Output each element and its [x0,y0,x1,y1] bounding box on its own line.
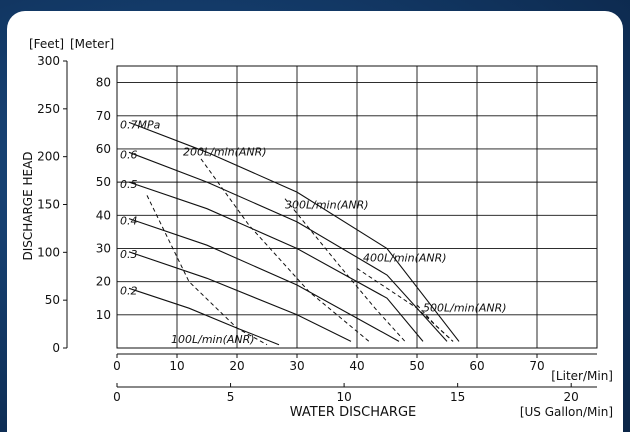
y-unit-feet: [Feet] [29,37,64,51]
air-consumption-label: 200L/min(ANR) [183,146,267,159]
y-tick-meter: 80 [96,76,111,90]
x-tick-gallon: 20 [564,390,579,404]
air-consumption-label: 100L/min(ANR) [171,333,255,346]
x-unit-gallon: [US Gallon/Min] [520,405,613,419]
y-unit-meter: [Meter] [70,37,114,51]
x-tick-gallon: 10 [336,390,351,404]
x-tick-liter: 30 [289,359,304,373]
y-tick-meter: 30 [96,241,111,255]
y-tick-feet: 200 [37,150,60,164]
pressure-curve-label: 0.5 [120,178,138,191]
chart-panel: 0.7MPa 0.6 0.5 0.4 0.3 0.2 100L/min(ANR) 200L/m… [7,11,623,432]
air-consumption-label: 300L/min(ANR) [285,199,369,212]
y-tick-meter: 10 [96,308,111,322]
air-consumption-label: 500L/min(ANR) [423,302,507,315]
x-tick-liter: 20 [229,359,244,373]
y-tick-feet: 0 [52,341,60,355]
air-consumption-label: 400L/min(ANR) [363,252,447,265]
y-tick-meter: 20 [96,275,111,289]
air-consumption-curve [356,267,454,342]
pressure-curve [128,121,460,342]
pressure-curve-label: 0.6 [120,148,138,161]
air-consumption-curve [200,158,370,342]
pressure-curve-label: 0.4 [120,215,138,228]
y-axis-title: DISCHARGE HEAD [21,151,35,260]
pressure-curve [128,251,352,342]
y-tick-meter: 50 [96,175,111,189]
x-axis-title: WATER DISCHARGE [290,405,417,420]
x-tick-gallon: 5 [227,390,235,404]
air-consumption-curve [284,198,406,342]
pressure-curve [128,287,280,346]
x-tick-liter: 0 [113,359,121,373]
x-unit-liter: [Liter/Min] [551,369,613,383]
pressure-curve-label: 0.7MPa [120,118,161,131]
y-tick-meter: 70 [96,109,111,123]
pressure-curve [128,218,400,342]
y-tick-feet: 50 [45,293,60,307]
x-tick-liter: 50 [409,359,424,373]
x-tick-gallon: 15 [450,390,465,404]
x-tick-gallon: 0 [113,390,121,404]
air-consumption-curve [416,304,454,342]
x-tick-liter: 70 [529,359,544,373]
performance-chart: 0.7MPa 0.6 0.5 0.4 0.3 0.2 100L/min(ANR) 200L/m… [21,37,613,420]
y-tick-feet: 150 [37,198,60,212]
pressure-curve-label: 0.2 [120,284,138,297]
air-consumption-curve [146,195,268,346]
x-tick-liter: 40 [349,359,364,373]
y-tick-feet: 300 [37,54,60,68]
pressure-curve [128,181,424,342]
labels: [Feet] [Meter] DISCHARGE HEAD [Liter/Min… [21,37,613,420]
y-tick-meter: 40 [96,208,111,222]
pressure-curve-label: 0.3 [120,248,138,261]
y-tick-meter: 60 [96,142,111,156]
x-tick-liter: 10 [169,359,184,373]
y-tick-feet: 100 [37,245,60,259]
pressure-curve [128,151,448,342]
y-tick-feet: 250 [37,102,60,116]
x-tick-liter: 60 [469,359,484,373]
curves: 0.7MPa 0.6 0.5 0.4 0.3 0.2 100L/min(ANR) 200L/m… [120,118,507,346]
